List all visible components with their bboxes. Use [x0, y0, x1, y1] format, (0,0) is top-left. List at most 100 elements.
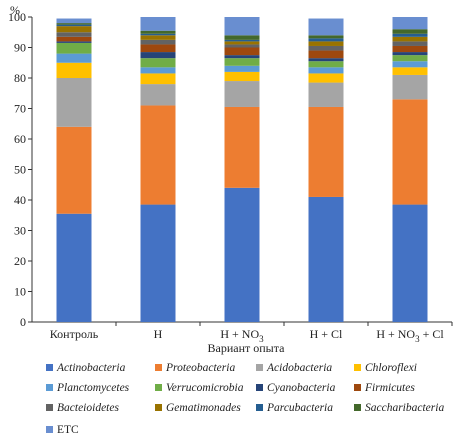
bar-segment: [392, 17, 428, 30]
bar-segment: [308, 35, 344, 39]
legend-swatch: [256, 404, 263, 411]
bar-segment: [392, 99, 428, 205]
bar-segment: [56, 53, 92, 63]
bar-segment: [56, 24, 92, 27]
y-axis-label: %: [10, 3, 20, 17]
x-axis-label: Вариант опыта: [208, 341, 286, 355]
bar-segment: [140, 105, 176, 205]
bar-segment: [308, 45, 344, 51]
legend-label: Cyanobacteria: [267, 382, 336, 394]
legend-label: Firmicutes: [364, 382, 415, 394]
bar-segment: [224, 55, 260, 59]
legend: Actinobacteria Proteobacteria Acidobacteri…: [46, 362, 444, 436]
legend-label: Chloroflexi: [365, 362, 417, 374]
x-tick-label: Контроль: [50, 327, 99, 341]
y-tick-label: 70: [14, 102, 26, 116]
bar-segment: [392, 36, 428, 42]
y-tick-label: 10: [14, 285, 26, 299]
bar-segment: [224, 65, 260, 72]
bar-segment: [308, 82, 344, 107]
bar-segment: [308, 106, 344, 197]
legend-label: Proteobacteria: [165, 362, 235, 374]
bar-segment: [392, 45, 428, 53]
bar-segment: [140, 52, 176, 59]
bar-segment: [308, 41, 344, 46]
y-tick-label: 60: [14, 132, 26, 146]
x-tick-label: H + NO3: [220, 327, 264, 344]
bar-segment: [224, 35, 260, 40]
bar-segment: [56, 78, 92, 127]
legend-swatch: [155, 404, 162, 411]
bar-segment: [308, 61, 344, 68]
y-tick-label: 80: [14, 71, 26, 85]
bar-segment: [224, 71, 260, 82]
bar-segment: [392, 74, 428, 100]
bar-segment: [308, 196, 344, 322]
bar-segment: [392, 33, 428, 37]
bar-segment: [140, 204, 176, 322]
bar-segment: [224, 58, 260, 66]
bar-segment: [140, 39, 176, 45]
bar-segment: [308, 18, 344, 36]
bar-segment: [140, 30, 176, 34]
bar-segment: [56, 36, 92, 42]
y-tick-label: 100: [8, 10, 26, 24]
bar-segment: [56, 213, 92, 322]
legend-label: Parcubacteria: [266, 402, 333, 414]
bar-segment: [140, 17, 176, 31]
bar-segment: [56, 126, 92, 214]
legend-label: Gematimonades: [166, 402, 241, 414]
plot-area: 0 10 20 30 40 50 60 70 80 90 100 Контроль H H + NO3 H …: [8, 10, 453, 344]
legend-swatch: [354, 364, 361, 371]
bar-segment: [56, 42, 92, 54]
bar-segment: [392, 61, 428, 68]
legend-swatch: [256, 384, 263, 391]
bar-segment: [392, 29, 428, 34]
legend-label: Verrucomicrobia: [166, 382, 244, 394]
bar-segment: [140, 44, 176, 53]
bar-segment: [392, 41, 428, 46]
bar-segment: [224, 81, 260, 107]
bar-segment: [308, 58, 344, 62]
bar-segment: [56, 32, 92, 37]
bar-segment: [392, 204, 428, 322]
legend-label: Planctomycetes: [56, 382, 130, 394]
bar-segment: [140, 33, 176, 36]
bar-segment: [308, 67, 344, 74]
bar-segment: [308, 38, 344, 42]
bar-segment: [224, 47, 260, 56]
y-tick-label: 40: [14, 193, 26, 207]
y-tick-label: 50: [14, 163, 26, 177]
bar-segment: [224, 106, 260, 188]
legend-swatch: [155, 364, 162, 371]
legend-swatch: [46, 426, 53, 433]
bar-segment: [56, 26, 92, 33]
bar-segment: [140, 67, 176, 74]
bar-segment: [392, 55, 428, 62]
bar-segment: [140, 35, 176, 40]
bar-segment: [224, 187, 260, 322]
legend-swatch: [354, 404, 361, 411]
bar-segment: [224, 39, 260, 42]
bar-segment: [56, 41, 92, 43]
bar-segment: [224, 44, 260, 48]
bar-segment: [224, 17, 260, 36]
legend-label: Saccharibacteria: [365, 402, 444, 414]
legend-swatch: [155, 384, 162, 391]
y-tick-label: 20: [14, 254, 26, 268]
legend-label: Bacteioidetes: [57, 402, 119, 414]
bar-segment: [308, 73, 344, 83]
bar-segment: [392, 52, 428, 56]
x-tick-label: H + NO3 + Cl: [376, 327, 444, 344]
legend-label: Acidobacteria: [266, 362, 332, 374]
bar-segment: [140, 58, 176, 68]
bar-segment: [56, 18, 92, 24]
y-tick-label: 90: [14, 41, 26, 55]
legend-swatch: [256, 364, 263, 371]
bar-segment: [140, 84, 176, 106]
legend-swatch: [354, 384, 361, 391]
bar-segment: [56, 62, 92, 78]
bar-segment: [308, 50, 344, 59]
legend-swatch: [46, 364, 53, 371]
